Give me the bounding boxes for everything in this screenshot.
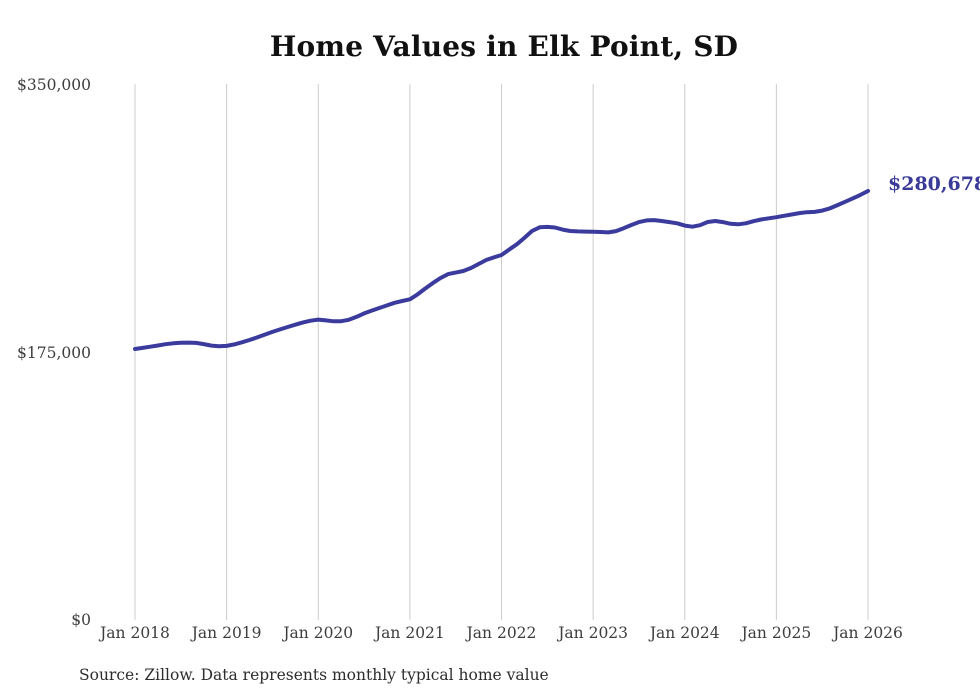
x-tick-label: Jan 2024 [649, 624, 720, 642]
x-tick-label: Jan 2019 [191, 624, 262, 642]
home-value-line [133, 189, 870, 351]
x-tick-label: Jan 2025 [741, 624, 812, 642]
x-tick-label: Jan 2023 [558, 624, 629, 642]
y-tick-label: $350,000 [17, 76, 91, 94]
x-tick-label: Jan 2018 [100, 624, 170, 642]
source-note: Source: Zillow. Data represents monthly … [79, 666, 549, 684]
x-tick-label: Jan 2022 [466, 624, 537, 642]
x-tick-label: Jan 2021 [374, 624, 445, 642]
y-tick-label: $175,000 [17, 343, 91, 362]
x-tick-label: Jan 2026 [833, 624, 903, 642]
chart-title: Home Values in Elk Point, SD [269, 30, 739, 63]
x-tick-label: Jan 2020 [283, 624, 354, 642]
series-end-value-label: $280,678 [888, 173, 980, 195]
y-tick-label: $0 [71, 611, 91, 629]
